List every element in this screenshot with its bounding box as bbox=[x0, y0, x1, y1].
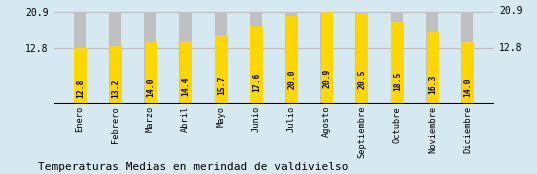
Text: 13.2: 13.2 bbox=[111, 78, 120, 98]
Bar bbox=[320, 12, 332, 104]
Text: 20.0: 20.0 bbox=[287, 70, 296, 89]
Text: 14.0: 14.0 bbox=[147, 77, 155, 97]
Bar bbox=[74, 48, 86, 104]
Bar bbox=[461, 12, 474, 104]
Bar bbox=[250, 26, 263, 104]
Bar bbox=[391, 22, 404, 104]
Text: 16.3: 16.3 bbox=[428, 74, 437, 94]
Text: Temperaturas Medias en merindad de valdivielso: Temperaturas Medias en merindad de valdi… bbox=[38, 162, 348, 172]
Bar bbox=[179, 12, 192, 104]
Bar bbox=[180, 41, 192, 104]
Bar bbox=[144, 12, 156, 104]
Bar bbox=[321, 12, 333, 104]
Bar bbox=[214, 12, 227, 104]
Bar bbox=[356, 13, 368, 104]
Bar bbox=[286, 16, 298, 104]
Text: 12.8: 12.8 bbox=[76, 79, 85, 98]
Text: 20.5: 20.5 bbox=[358, 69, 367, 89]
Bar bbox=[110, 46, 122, 104]
Text: 15.7: 15.7 bbox=[217, 75, 226, 95]
Bar bbox=[250, 12, 262, 104]
Text: 17.6: 17.6 bbox=[252, 73, 261, 92]
Bar bbox=[390, 12, 403, 104]
Bar bbox=[215, 35, 228, 104]
Bar bbox=[145, 42, 157, 104]
Text: 14.0: 14.0 bbox=[463, 77, 473, 97]
Bar bbox=[426, 12, 438, 104]
Text: 18.5: 18.5 bbox=[393, 72, 402, 91]
Text: 14.4: 14.4 bbox=[182, 77, 191, 96]
Bar bbox=[285, 12, 297, 104]
Bar bbox=[355, 12, 368, 104]
Bar bbox=[109, 12, 121, 104]
Bar bbox=[462, 42, 474, 104]
Bar bbox=[426, 32, 439, 104]
Bar bbox=[74, 12, 86, 104]
Text: 20.9: 20.9 bbox=[323, 69, 331, 88]
